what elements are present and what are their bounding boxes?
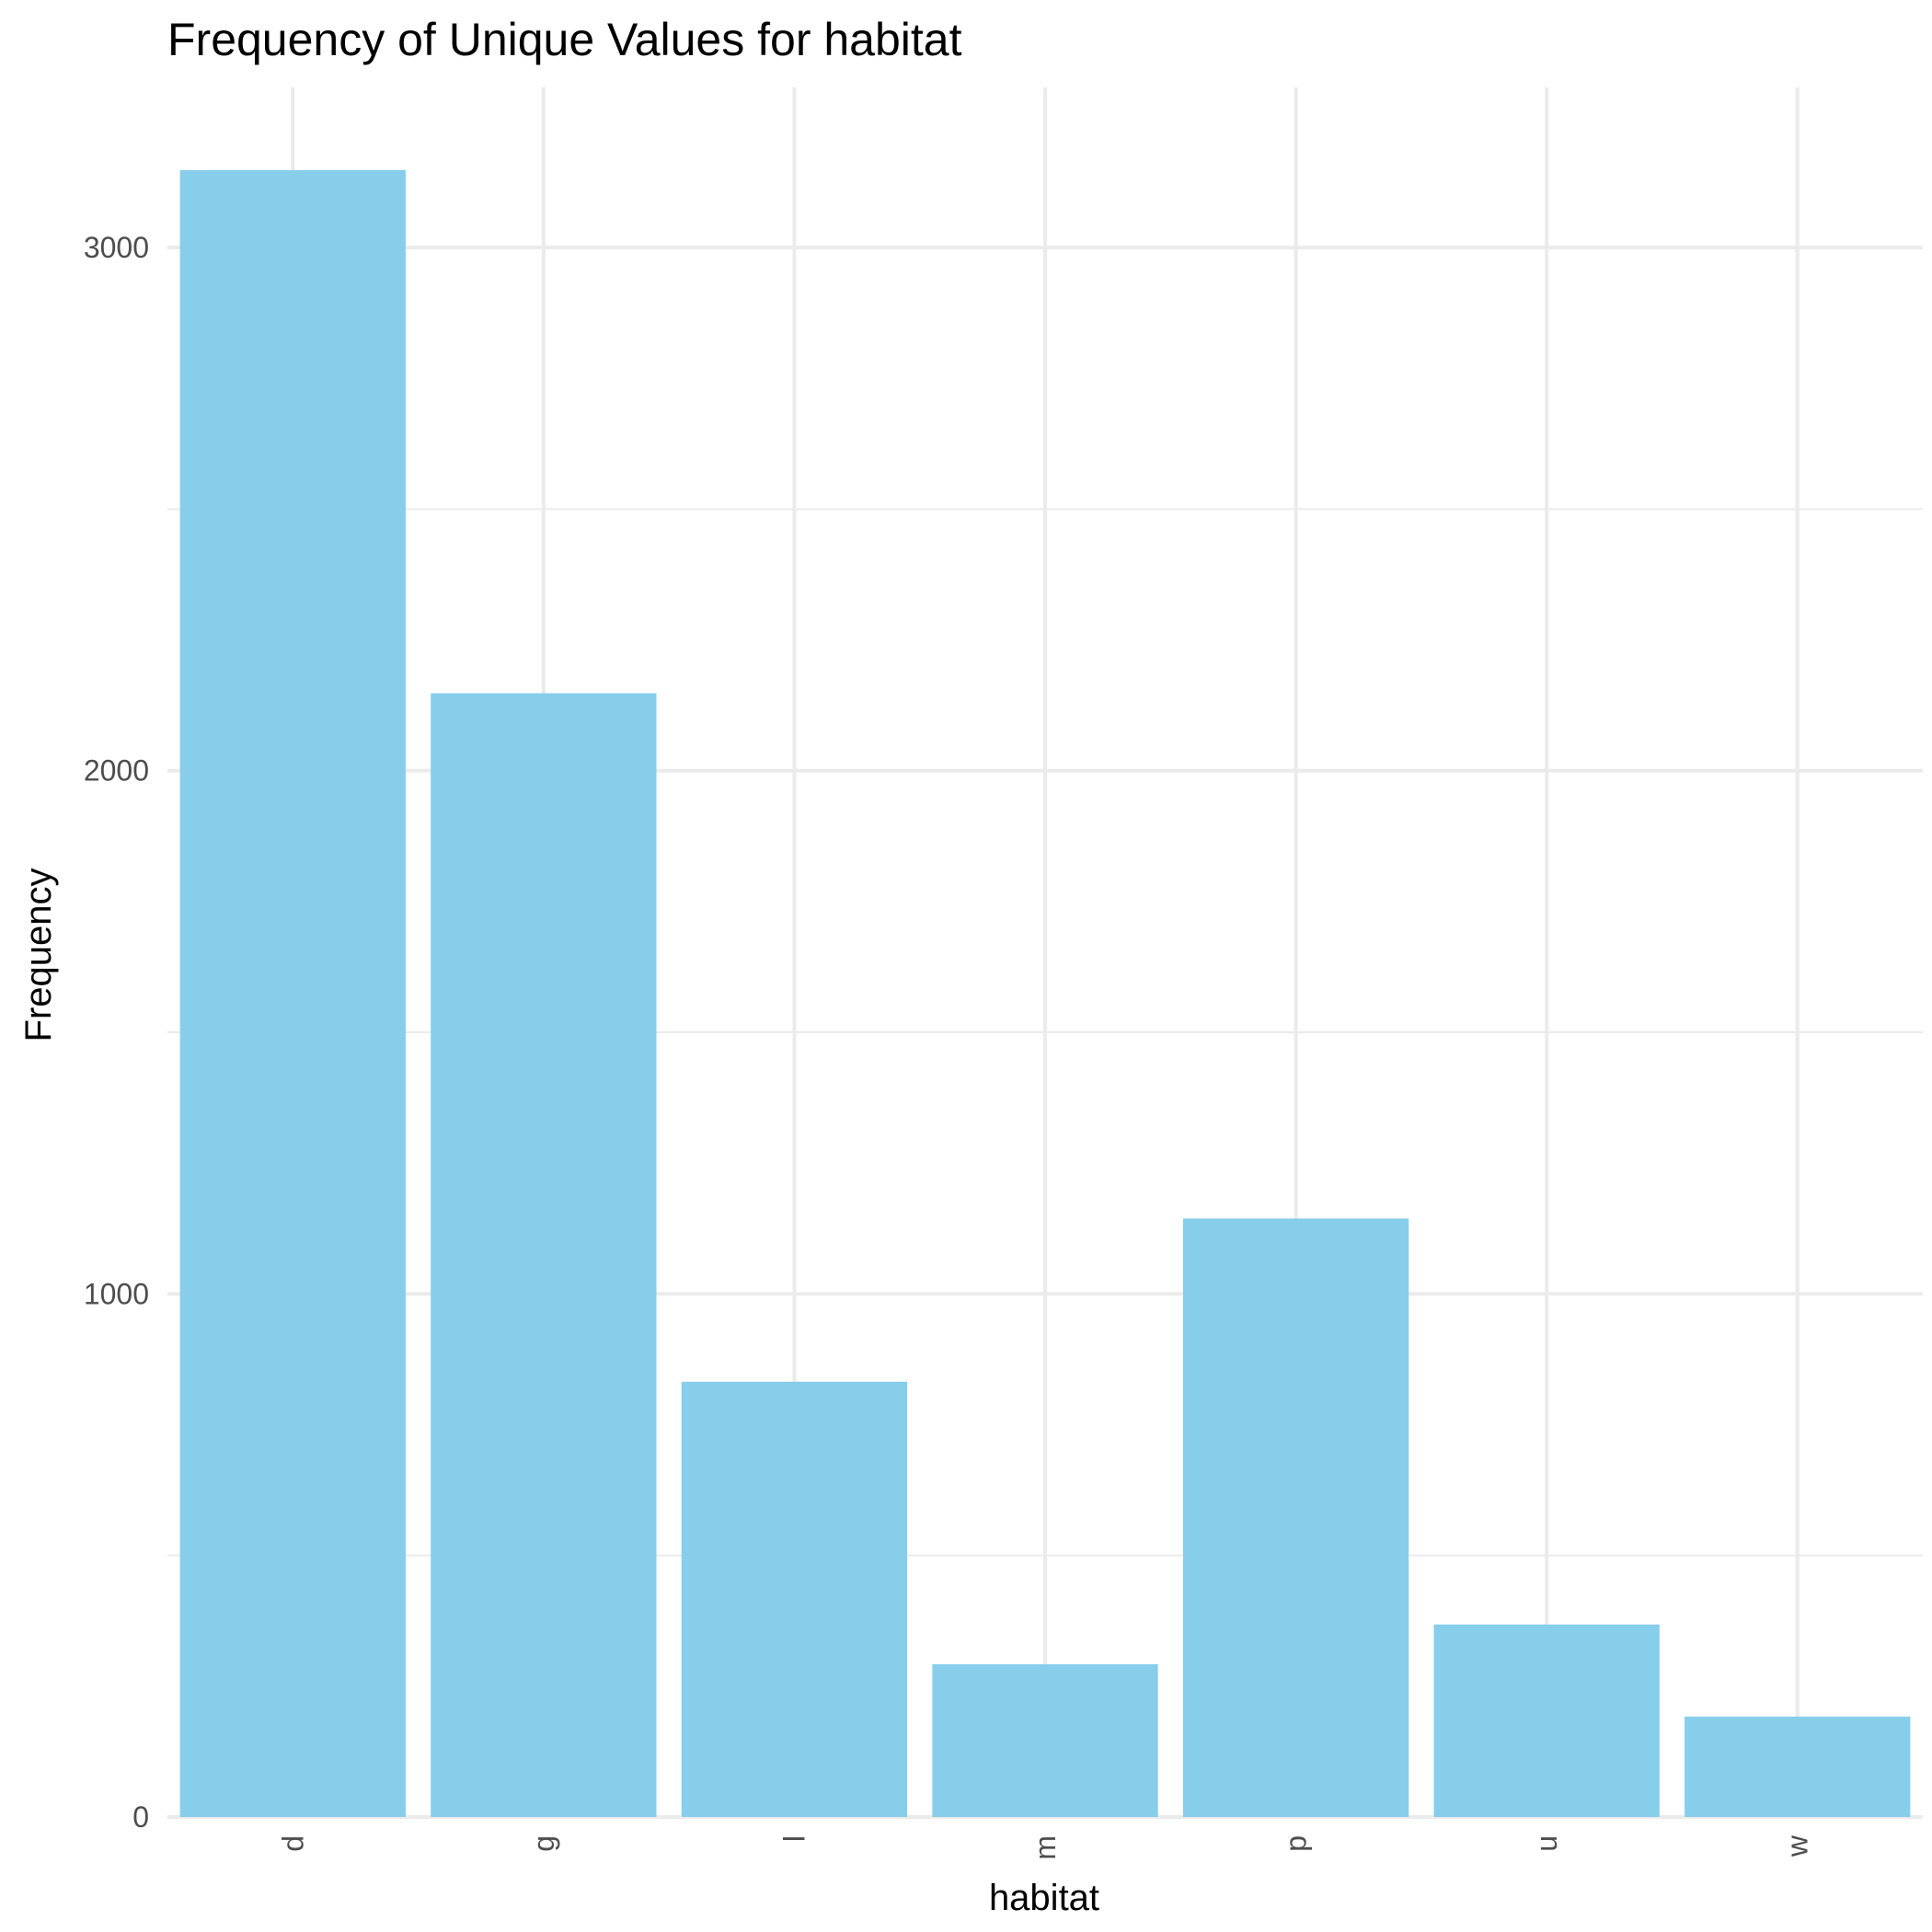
x-tick-label-p: p xyxy=(1280,1835,1313,1852)
bar-l xyxy=(681,1381,908,1817)
x-axis-title: habitat xyxy=(989,1878,1099,1918)
x-tick-label-w: w xyxy=(1781,1834,1814,1857)
y-axis-tick-labels: 0 1000 2000 3000 xyxy=(84,231,149,1834)
x-tick-label-u: u xyxy=(1530,1835,1563,1852)
y-axis-title: Frequency xyxy=(18,868,59,1042)
y-tick-label: 2000 xyxy=(84,754,149,788)
bar-u xyxy=(1433,1624,1660,1817)
bar-g xyxy=(431,693,657,1818)
y-tick-label: 3000 xyxy=(84,231,149,264)
x-tick-label-g: g xyxy=(527,1835,560,1852)
y-tick-label: 0 xyxy=(132,1800,149,1834)
bar-m xyxy=(932,1663,1158,1817)
bar-d xyxy=(179,169,406,1817)
x-tick-label-l: l xyxy=(777,1835,811,1842)
chart-title: Frequency of Unique Values for habitat xyxy=(167,14,962,65)
bar-p xyxy=(1182,1218,1409,1817)
bars xyxy=(179,169,1911,1818)
bar-w xyxy=(1685,1716,1911,1817)
x-tick-label-d: d xyxy=(276,1835,309,1852)
y-tick-label: 1000 xyxy=(84,1277,149,1310)
x-tick-label-m: m xyxy=(1029,1835,1062,1860)
